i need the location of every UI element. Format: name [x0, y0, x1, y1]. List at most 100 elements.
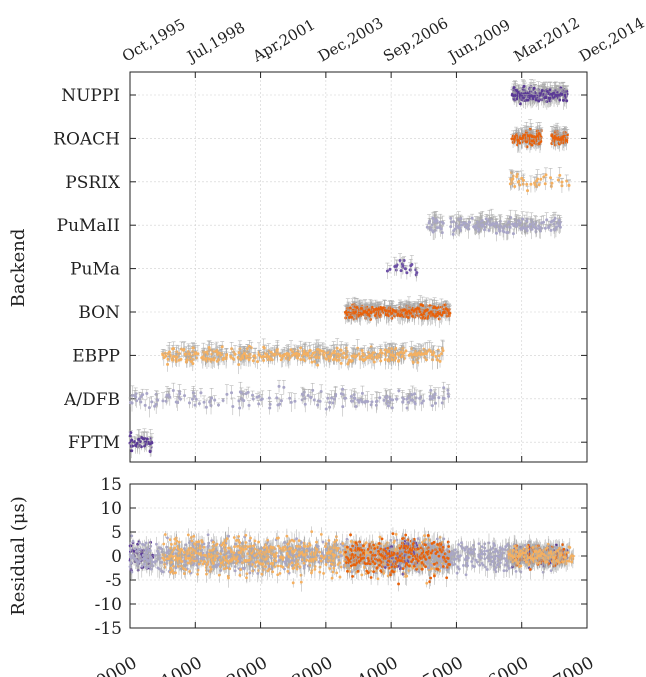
data-point [422, 312, 426, 316]
data-point [175, 350, 179, 354]
data-point [516, 138, 520, 142]
data-point [428, 304, 432, 308]
data-point [179, 397, 183, 401]
data-point [287, 358, 291, 362]
data-point [381, 306, 385, 310]
data-point [382, 398, 386, 402]
data-point [388, 397, 392, 401]
data-point [247, 403, 251, 407]
backend-panel: NUPPI ROACH PSRIX PuMaII PuMa BON EBPP A/DFB FPT… [53, 13, 646, 463]
data-point [233, 352, 237, 356]
data-point [406, 400, 410, 404]
data-point [370, 400, 374, 404]
data-point [560, 180, 564, 184]
data-point [410, 393, 414, 397]
data-point [279, 399, 283, 403]
data-point [430, 404, 434, 408]
data-point [354, 354, 358, 358]
data-point [249, 346, 253, 350]
data-point [316, 363, 320, 367]
data-point [335, 346, 339, 350]
data-point [524, 131, 528, 135]
data-point [472, 225, 476, 229]
series-ebpp [160, 338, 445, 375]
data-point [413, 392, 417, 396]
data-point [361, 358, 365, 362]
data-point [344, 316, 348, 320]
data-point [424, 352, 428, 356]
data-point [269, 350, 273, 354]
data-point [467, 220, 471, 224]
data-point [331, 401, 335, 405]
data-point [344, 346, 348, 350]
data-point [187, 352, 191, 356]
data-point [521, 178, 525, 182]
data-point [225, 392, 229, 396]
data-point [388, 267, 392, 271]
data-point [366, 400, 370, 404]
data-point [137, 437, 141, 441]
data-point [178, 392, 182, 396]
data-point [308, 356, 312, 360]
data-point [378, 396, 382, 400]
data-point [388, 309, 392, 313]
data-point [139, 400, 143, 404]
data-point [238, 390, 242, 394]
data-point [212, 358, 216, 362]
data-point [289, 400, 293, 404]
data-point [424, 308, 428, 312]
data-point [441, 396, 445, 400]
data-point [297, 352, 301, 356]
data-point [317, 350, 321, 354]
data-point [411, 360, 415, 364]
data-point [520, 176, 524, 180]
data-point [237, 399, 241, 403]
data-point [511, 177, 515, 181]
data-point [165, 393, 169, 397]
data-point [164, 354, 168, 358]
data-point [268, 402, 272, 406]
data-point [431, 230, 435, 234]
data-point [417, 351, 421, 355]
data-point [343, 310, 347, 314]
data-point [527, 134, 531, 138]
data-point [511, 134, 515, 138]
data-point [567, 184, 571, 188]
data-point [275, 396, 279, 400]
data-point [433, 392, 437, 396]
data-point [424, 358, 428, 362]
data-point [143, 403, 147, 407]
data-point [346, 362, 350, 366]
plot-frame [129, 71, 588, 463]
data-point [399, 350, 403, 354]
data-point [525, 219, 529, 223]
data-point [498, 229, 502, 233]
data-point [343, 396, 347, 400]
data-point [488, 223, 492, 227]
data-point [517, 179, 521, 183]
data-point [360, 312, 364, 316]
data-point [402, 351, 406, 355]
data-point [515, 175, 519, 179]
data-point [204, 350, 208, 354]
data-point [262, 346, 266, 350]
data-point [429, 228, 433, 232]
data-point [411, 398, 415, 402]
data-point [237, 362, 241, 366]
data-point [349, 394, 353, 398]
data-point [501, 229, 505, 233]
data-point [437, 396, 441, 400]
data-point [552, 139, 556, 143]
data-point [539, 177, 543, 181]
data-point [257, 394, 261, 398]
data-point [193, 394, 197, 398]
data-point [562, 134, 566, 138]
data-point [130, 449, 134, 453]
data-point [521, 182, 525, 186]
data-point [447, 309, 451, 313]
data-point [134, 395, 138, 399]
data-point [311, 388, 315, 392]
data-point [139, 445, 143, 449]
data-point [409, 308, 413, 312]
data-point [509, 216, 513, 220]
